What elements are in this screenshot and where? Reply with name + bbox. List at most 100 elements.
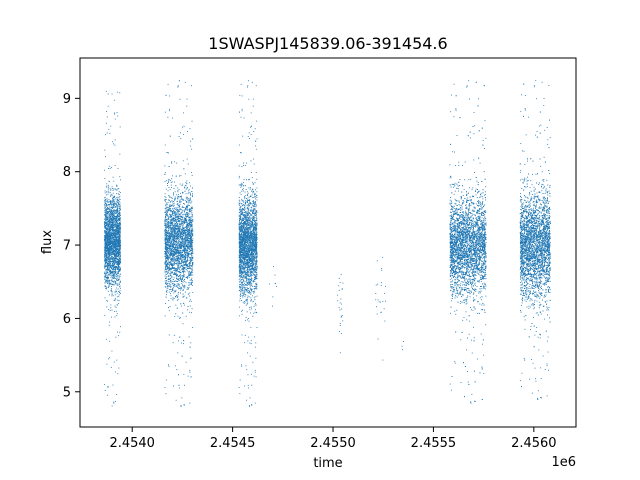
data-point (184, 252, 186, 254)
data-point (165, 256, 167, 258)
data-point (119, 261, 121, 263)
data-point (187, 258, 189, 260)
data-point (188, 230, 190, 232)
data-point (105, 220, 107, 221)
data-point (119, 223, 121, 225)
data-point (186, 265, 188, 267)
data-point (177, 245, 178, 247)
data-point (106, 299, 108, 301)
data-point (114, 202, 116, 204)
data-point (181, 262, 183, 264)
data-point (180, 216, 182, 218)
data-point (113, 251, 115, 253)
data-point (170, 250, 172, 251)
data-point (110, 258, 111, 260)
data-point (173, 194, 174, 196)
data-point (105, 236, 106, 238)
data-point (166, 272, 168, 274)
data-point (108, 204, 110, 205)
data-point (108, 212, 109, 213)
data-point (115, 267, 116, 269)
data-point (169, 196, 170, 198)
data-point (187, 214, 189, 216)
data-point (110, 209, 112, 211)
data-point (191, 223, 193, 225)
data-point (106, 208, 108, 210)
data-point (106, 198, 108, 200)
data-point (180, 195, 182, 197)
data-point (172, 245, 173, 247)
data-point (104, 239, 106, 241)
data-point (118, 191, 120, 193)
data-point (111, 240, 112, 242)
data-point (109, 255, 111, 257)
data-point (114, 255, 116, 257)
data-point (112, 295, 114, 297)
data-point (116, 197, 118, 199)
data-point (169, 289, 170, 290)
data-point (111, 261, 113, 262)
data-point (172, 243, 174, 245)
data-point (180, 175, 182, 177)
data-point (180, 223, 182, 225)
data-point (165, 228, 167, 230)
data-point (183, 275, 184, 277)
data-point (111, 268, 113, 269)
data-point (109, 249, 111, 251)
data-point (109, 232, 111, 234)
data-point (184, 223, 185, 224)
data-point (117, 246, 119, 248)
data-point (114, 242, 116, 244)
data-point (111, 350, 113, 352)
data-point (109, 231, 111, 233)
data-point (167, 263, 168, 265)
data-point (113, 401, 115, 403)
data-point (118, 230, 120, 231)
data-point (172, 212, 173, 214)
data-point (104, 254, 106, 256)
data-point (182, 268, 184, 269)
data-point (117, 278, 119, 280)
data-point (185, 249, 187, 250)
data-point (109, 230, 111, 232)
data-point (175, 231, 177, 233)
data-point (188, 231, 189, 233)
data-point (113, 210, 115, 212)
data-point (117, 215, 119, 216)
data-point (118, 230, 120, 232)
data-point (107, 193, 109, 195)
data-point (191, 206, 193, 208)
data-point (114, 244, 116, 246)
data-point (112, 204, 114, 206)
data-point (107, 249, 109, 251)
data-point (105, 225, 107, 227)
data-point (168, 236, 170, 238)
data-point (114, 245, 116, 246)
data-point (180, 258, 182, 260)
data-point (176, 299, 178, 301)
data-point (107, 227, 109, 229)
data-point (108, 201, 110, 203)
data-point (179, 220, 181, 221)
data-point (184, 246, 186, 248)
data-point (166, 205, 168, 207)
data-point (188, 336, 190, 338)
data-point (171, 196, 173, 198)
data-point (118, 253, 119, 255)
data-point (118, 303, 120, 304)
data-point (172, 257, 174, 259)
data-point (106, 185, 108, 187)
data-point (111, 277, 113, 279)
data-point (111, 239, 113, 241)
data-point (191, 200, 193, 202)
data-point (173, 286, 174, 288)
data-point (107, 261, 109, 262)
data-point (108, 240, 110, 242)
data-point (176, 208, 178, 210)
data-point (188, 216, 190, 218)
data-point (112, 239, 114, 241)
data-point (168, 257, 170, 259)
data-point (109, 310, 111, 311)
data-point (118, 273, 119, 274)
data-point (112, 266, 114, 268)
